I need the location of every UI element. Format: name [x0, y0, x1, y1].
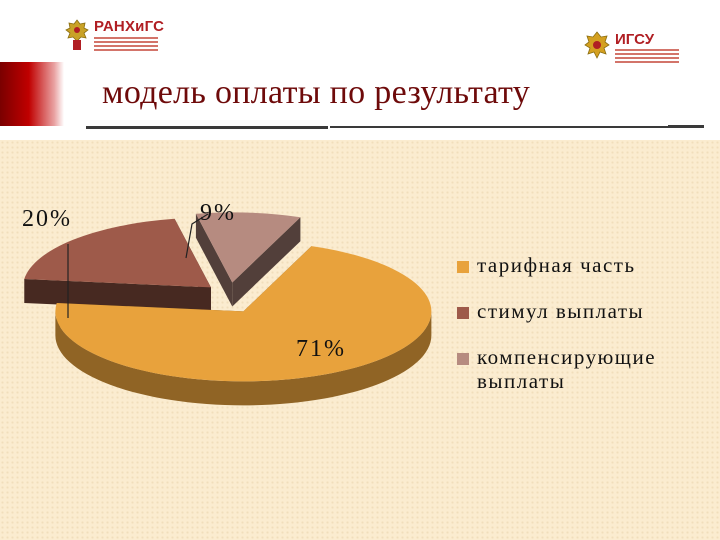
slice-tariff-top [55, 246, 432, 382]
igsu-logo: ИГСУ [583, 30, 683, 64]
legend-item-tariff: тарифная часть [457, 253, 717, 277]
data-label-incentive: 20% [22, 206, 72, 232]
red-accent-tab [0, 62, 64, 126]
logo-right-name: ИГСУ [615, 31, 655, 48]
chart-legend: тарифная часть стимул выплаты компенсиру… [457, 253, 717, 409]
data-label-compensation: 9% [200, 200, 236, 226]
legend-label: стимул выплаты [477, 299, 645, 323]
logo-left-subtitle-lines [94, 37, 158, 53]
legend-swatch [457, 353, 469, 365]
data-label-tariff: 71% [296, 336, 346, 362]
slice-compensation-cut-face [195, 213, 233, 307]
slide-header: РАНХиГС ИГСУ модель оплаты по результату [0, 0, 720, 140]
slice-tariff-outer-side [55, 311, 432, 406]
slice-incentive-cut-face [24, 279, 211, 312]
logo-right-subtitle-lines [615, 49, 679, 65]
legend-label: компенсирующие выплаты [477, 345, 657, 393]
slice-compensation-top [195, 212, 301, 283]
legend-item-compensation: компенсирующие выплаты [457, 345, 717, 393]
legend-swatch [457, 307, 469, 319]
legend-swatch [457, 261, 469, 273]
pie-leader-lines-group [67, 213, 209, 318]
chart-area: 71% 20% 9% тарифная часть стимул выплаты… [0, 140, 720, 540]
title-underline [330, 126, 668, 128]
logo-left-name: РАНХиГС [94, 18, 165, 35]
pie-chart [24, 212, 432, 406]
slice-incentive-top [24, 218, 211, 288]
legend-label: тарифная часть [477, 253, 636, 277]
legend-item-incentive: стимул выплаты [457, 299, 717, 323]
title-underline [668, 125, 704, 128]
slide-title: модель оплаты по результату [102, 74, 531, 111]
title-underline [86, 126, 328, 129]
pie-tops-group [24, 212, 432, 382]
ranepa-logo: РАНХиГС [64, 18, 164, 56]
eagle-emblem-icon [584, 31, 610, 59]
eagle-emblem-icon [65, 19, 89, 50]
leader-line-compensation [185, 213, 209, 259]
slice-compensation-cut-face [232, 217, 301, 307]
